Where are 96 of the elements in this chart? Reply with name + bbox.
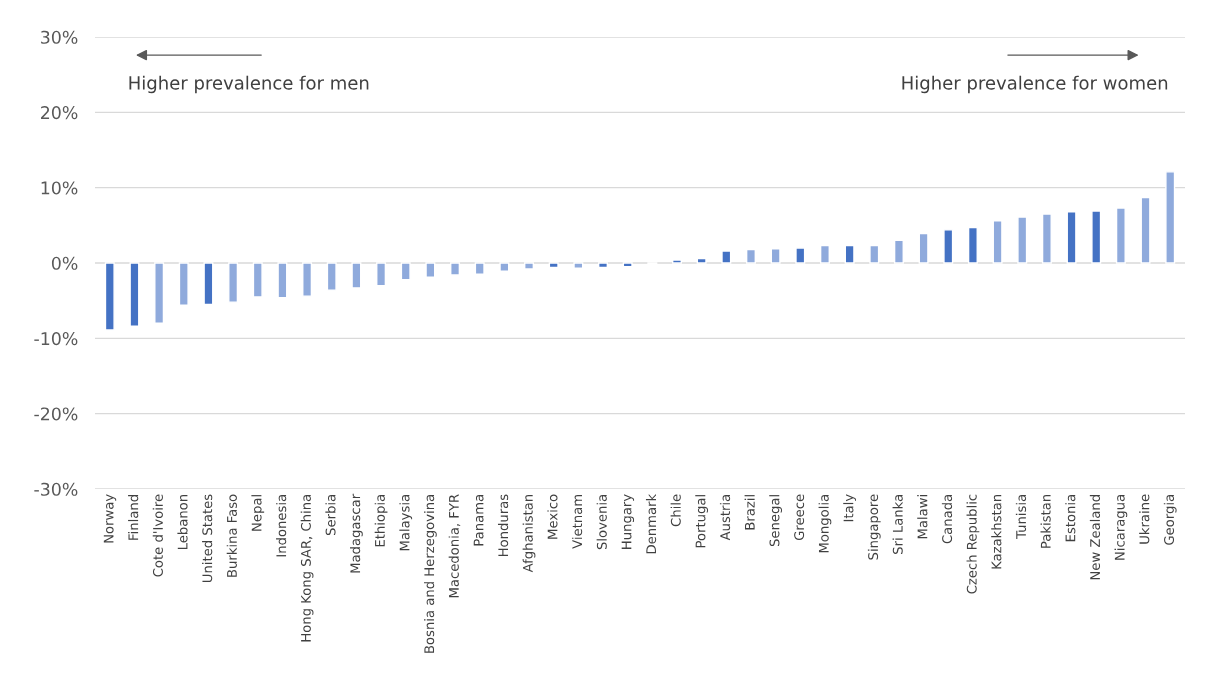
y-tick-label: 10% — [41, 181, 78, 195]
bar — [425, 262, 436, 279]
x-tick-label: Cote d'Ivoire — [152, 494, 163, 577]
bar — [893, 239, 904, 264]
x-tick-label: Georgia — [1163, 495, 1177, 545]
x-tick-label: Canada — [941, 495, 953, 544]
bar — [819, 244, 830, 264]
bar — [474, 262, 485, 275]
x-tick-label: Lebanon — [177, 494, 188, 550]
x-tick-label: Hong Kong SAR, China — [300, 495, 314, 642]
bar — [1140, 196, 1151, 264]
bar — [696, 257, 707, 264]
bar — [1066, 211, 1077, 264]
y-tick-label: 20% — [41, 106, 78, 120]
bar — [326, 262, 337, 291]
x-tick-label: Austria — [719, 495, 731, 541]
x-tick-label: United States — [202, 494, 213, 583]
bar — [671, 259, 683, 264]
x-tick-label: Italy — [843, 494, 856, 522]
bar — [943, 229, 954, 264]
bar — [844, 244, 855, 264]
bar — [400, 262, 411, 281]
y-tick-label: 0% — [51, 256, 78, 270]
bar — [548, 262, 559, 269]
annotation: Higher prevalence for women — [902, 75, 1168, 94]
bar — [499, 262, 510, 272]
bar — [745, 248, 756, 264]
x-tick-label: Indonesia — [276, 495, 287, 557]
bar — [524, 262, 535, 270]
x-tick-label: Macedonia, FYR — [448, 494, 461, 598]
x-tick-label: Senegal — [769, 495, 783, 547]
x-tick-label: Nicaragua — [1114, 495, 1128, 560]
bar — [795, 247, 806, 264]
bar — [178, 262, 189, 306]
x-tick-label: Burkina Faso — [226, 494, 237, 577]
x-tick-label: Portugal — [695, 495, 709, 548]
x-tick-label: Honduras — [497, 494, 509, 557]
x-tick-label: Slovenia — [596, 495, 607, 550]
bar — [154, 262, 165, 324]
x-tick-label: Panama — [473, 495, 484, 546]
bar — [622, 262, 633, 268]
y-tick-label: -20% — [34, 407, 78, 421]
x-tick-label: Nepal — [251, 495, 265, 531]
bar — [1115, 207, 1126, 264]
bar — [129, 262, 140, 327]
x-tick-label: Denmark — [645, 493, 657, 554]
x-tick-label: Sri Lanka — [892, 495, 903, 554]
x-tick-label: Greece — [794, 494, 805, 541]
x-tick-label: Norway — [103, 494, 117, 543]
x-tick-label: Pakistan — [1040, 494, 1051, 548]
bar — [770, 247, 781, 264]
x-tick-label: Ethiopia — [374, 495, 388, 547]
bar — [1165, 171, 1176, 264]
bar — [918, 232, 929, 264]
x-tick-label: Finland — [128, 495, 139, 540]
bar — [104, 262, 115, 331]
bar — [450, 262, 461, 276]
y-tick-label: 30% — [41, 30, 78, 44]
x-tick-label: Hungary — [621, 494, 635, 549]
bar — [573, 262, 584, 269]
x-tick-label: Czech Republic — [966, 494, 980, 594]
annotation: Higher prevalence for men — [129, 75, 369, 94]
bar — [302, 262, 313, 297]
x-tick-label: Mongolia — [818, 495, 832, 553]
bar — [351, 262, 362, 289]
x-tick-label: Mexico — [547, 494, 558, 539]
bar — [1017, 216, 1028, 264]
x-tick-label: Brazil — [744, 495, 755, 530]
x-tick-label: Chile — [670, 494, 681, 527]
x-tick-label: Malaysia — [399, 495, 413, 551]
x-tick-label: Madagascar — [350, 493, 363, 573]
bar — [721, 250, 732, 264]
bar — [277, 262, 288, 299]
bar — [967, 226, 978, 264]
bar — [869, 244, 880, 264]
bar — [376, 262, 387, 287]
bar — [252, 262, 263, 298]
x-tick-label: Estonia — [1065, 495, 1076, 542]
x-tick-label: Afghanistan — [522, 494, 536, 573]
y-tick-label: -30% — [34, 482, 78, 496]
bar — [228, 262, 239, 303]
x-tick-label: Kazakhstan — [991, 494, 1002, 569]
x-tick-label: Vietnam — [571, 494, 583, 549]
bar — [597, 262, 609, 269]
x-tick-label: New Zealand — [1089, 495, 1101, 580]
x-tick-label: Malawi — [917, 495, 928, 539]
x-tick-label: Tunisia — [1015, 495, 1027, 539]
y-tick-label: -10% — [34, 332, 78, 346]
bar — [203, 262, 214, 306]
x-tick-label: Ukraine — [1139, 494, 1150, 544]
x-tick-label: Bosnia and Herzegovina — [424, 495, 437, 653]
bar — [992, 220, 1003, 264]
x-tick-label: Serbia — [325, 495, 336, 536]
x-tick-label: Singapore — [867, 494, 881, 560]
bar — [1041, 213, 1052, 264]
bar — [1091, 210, 1102, 264]
